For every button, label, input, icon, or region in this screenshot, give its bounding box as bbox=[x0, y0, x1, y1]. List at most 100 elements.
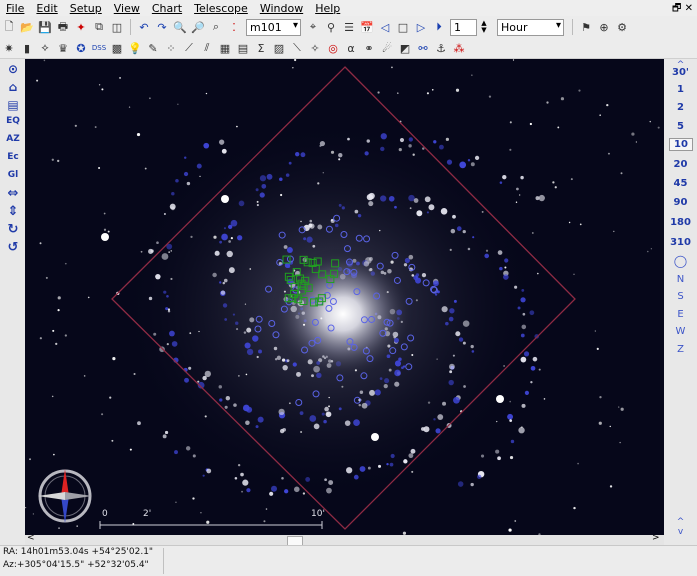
milky-way-icon[interactable]: ▨ bbox=[273, 41, 285, 55]
alpha-icon[interactable]: α bbox=[347, 41, 355, 55]
planets-icon[interactable]: ⚭ bbox=[364, 41, 374, 55]
time-step-spinner-icon[interactable]: ▲ ▼ bbox=[481, 18, 487, 34]
menu-file[interactable]: File bbox=[6, 1, 25, 15]
ec-button[interactable]: Ec bbox=[7, 152, 19, 162]
scroll-left-icon[interactable]: < bbox=[27, 533, 35, 543]
play-icon[interactable]: ⏵ bbox=[436, 20, 442, 33]
menu-window[interactable]: Window bbox=[259, 1, 304, 15]
split-icon[interactable]: ◫ bbox=[111, 20, 123, 34]
zoom-fit-icon[interactable]: ⌕ bbox=[212, 20, 220, 33]
lines-icon[interactable]: ⟋ bbox=[185, 41, 193, 54]
flip-horizontal-icon[interactable]: ⇔ bbox=[7, 185, 19, 201]
light-icon[interactable]: 💡 bbox=[128, 41, 142, 55]
fov-30min-button[interactable]: 30' bbox=[672, 67, 689, 78]
new-chart-icon[interactable]: 🗋 bbox=[4, 19, 14, 33]
fov-180-button[interactable]: 180 bbox=[670, 217, 691, 228]
step-forward-icon[interactable]: ▷ bbox=[416, 20, 426, 34]
time-step-field[interactable]: 1 bbox=[450, 18, 477, 36]
stop-icon[interactable]: □ bbox=[397, 20, 409, 34]
anchor-icon[interactable]: ⚓ bbox=[436, 41, 446, 55]
time-unit-select[interactable]: Hour bbox=[497, 18, 564, 36]
direction-n-button[interactable]: N bbox=[676, 274, 685, 285]
constellation-icon[interactable]: ⁘ bbox=[166, 41, 176, 55]
boundary-icon[interactable]: ⫽ bbox=[204, 41, 210, 54]
menu-help[interactable]: Help bbox=[315, 1, 341, 15]
horizontal-scrollbar[interactable]: < > bbox=[25, 533, 664, 546]
fov-5-button[interactable]: 5 bbox=[677, 121, 684, 132]
labels-icon[interactable]: ✧ bbox=[310, 41, 320, 55]
flip-vertical-icon[interactable]: ⇕ bbox=[7, 203, 19, 219]
fov-20-button[interactable]: 20 bbox=[673, 159, 688, 170]
copy-icon[interactable]: ⧉ bbox=[95, 20, 103, 33]
grid-icon[interactable]: ▦ bbox=[219, 41, 231, 55]
variable-stars-icon[interactable]: ▮ bbox=[23, 41, 31, 55]
comet-icon[interactable]: ☄ bbox=[382, 41, 392, 55]
zoom-in-icon[interactable]: 🔍 bbox=[173, 20, 187, 34]
ecliptic-icon[interactable]: ⟍ bbox=[293, 41, 301, 54]
zoom-out-icon[interactable]: 🔎 bbox=[191, 20, 205, 34]
fov-90-button[interactable]: 90 bbox=[673, 197, 688, 208]
list-icon[interactable]: ☰ bbox=[344, 20, 354, 34]
target-icon[interactable]: ⊕ bbox=[599, 20, 609, 34]
window-controls-icon[interactable]: 🗗 ✕ bbox=[672, 3, 693, 14]
fov-2-button[interactable]: 2 bbox=[677, 102, 684, 113]
center-icon[interactable]: ⁚ bbox=[232, 20, 236, 34]
contrast-icon[interactable]: ◩ bbox=[399, 41, 411, 55]
galaxy-icon[interactable]: ✪ bbox=[76, 41, 86, 55]
redo-icon[interactable]: ↷ bbox=[157, 20, 167, 34]
menu-chart[interactable]: Chart bbox=[151, 1, 183, 15]
sun-icon[interactable]: ◎ bbox=[328, 41, 338, 55]
rotate-cw-icon[interactable]: ↻ bbox=[7, 221, 19, 237]
field-star bbox=[607, 152, 610, 155]
arm-knot bbox=[399, 137, 405, 143]
direction-s-button[interactable]: S bbox=[677, 291, 684, 302]
pin-icon[interactable]: ✦ bbox=[76, 20, 86, 34]
fov-1-button[interactable]: 1 bbox=[677, 84, 684, 95]
binoculars-icon[interactable]: ⌖ bbox=[309, 20, 317, 33]
open-icon[interactable]: 📂 bbox=[20, 20, 34, 34]
gl-button[interactable]: Gl bbox=[7, 170, 19, 180]
find-icon[interactable]: ⚲ bbox=[326, 20, 336, 34]
image-icon[interactable]: ▩ bbox=[111, 41, 123, 55]
sky-chart-canvas[interactable]: 0 2' 10' bbox=[25, 59, 664, 535]
calendar-icon[interactable]: 📅 bbox=[360, 20, 374, 34]
save-icon[interactable]: 💾 bbox=[38, 20, 52, 34]
direction-e-button[interactable]: E bbox=[677, 309, 684, 320]
stars-filter-icon[interactable]: ✷ bbox=[4, 41, 14, 55]
object-search-field[interactable]: m101 bbox=[246, 18, 301, 36]
satellite-icon[interactable]: ⚯ bbox=[418, 41, 428, 55]
dss-icon[interactable]: DSS bbox=[91, 44, 107, 52]
nebula-icon[interactable]: ♛ bbox=[58, 41, 68, 55]
pencil-icon[interactable]: ✎ bbox=[148, 41, 158, 55]
scroll-up-icon[interactable]: ^ bbox=[676, 60, 685, 70]
sky-chart[interactable]: 0 2' 10' bbox=[25, 59, 664, 535]
grid-labels-icon[interactable]: ▤ bbox=[237, 41, 249, 55]
scroll-down-icon[interactable]: ^ v bbox=[676, 517, 685, 537]
step-back-icon[interactable]: ◁ bbox=[380, 20, 390, 34]
menu-setup[interactable]: Setup bbox=[69, 1, 102, 15]
bodies-icon[interactable]: ⁂ bbox=[453, 41, 465, 55]
telescope-icon[interactable]: ⚑ bbox=[581, 20, 591, 34]
fullscreen-icon[interactable]: ⊙ bbox=[7, 62, 19, 76]
rotate-ccw-icon[interactable]: ↺ bbox=[7, 239, 19, 255]
fov-10-button[interactable]: 10 bbox=[669, 138, 693, 151]
az-button[interactable]: AZ bbox=[6, 134, 20, 144]
fov-45-button[interactable]: 45 bbox=[673, 178, 688, 189]
view-mode-icon[interactable]: ◯ bbox=[673, 254, 688, 268]
double-stars-icon[interactable]: ⟡ bbox=[41, 41, 49, 54]
settings-icon[interactable]: ⚙ bbox=[617, 20, 627, 34]
direction-w-button[interactable]: W bbox=[675, 326, 686, 337]
chart-icon[interactable]: ⌂ bbox=[8, 80, 18, 94]
fov-310-button[interactable]: 310 bbox=[670, 237, 691, 248]
scroll-right-icon[interactable]: > bbox=[652, 533, 660, 543]
eq-button[interactable]: EQ bbox=[6, 116, 20, 126]
menu-view[interactable]: View bbox=[113, 1, 140, 15]
menu-edit[interactable]: Edit bbox=[36, 1, 58, 15]
horizon-icon[interactable]: Σ bbox=[257, 41, 265, 55]
print-icon[interactable]: 🖶 bbox=[57, 19, 69, 33]
undo-icon[interactable]: ↶ bbox=[139, 20, 149, 34]
catalog-marker bbox=[353, 288, 361, 296]
direction-z-button[interactable]: Z bbox=[677, 344, 684, 355]
menu-telescope[interactable]: Telescope bbox=[194, 1, 248, 15]
calendar-side-icon[interactable]: ▤ bbox=[7, 98, 19, 112]
